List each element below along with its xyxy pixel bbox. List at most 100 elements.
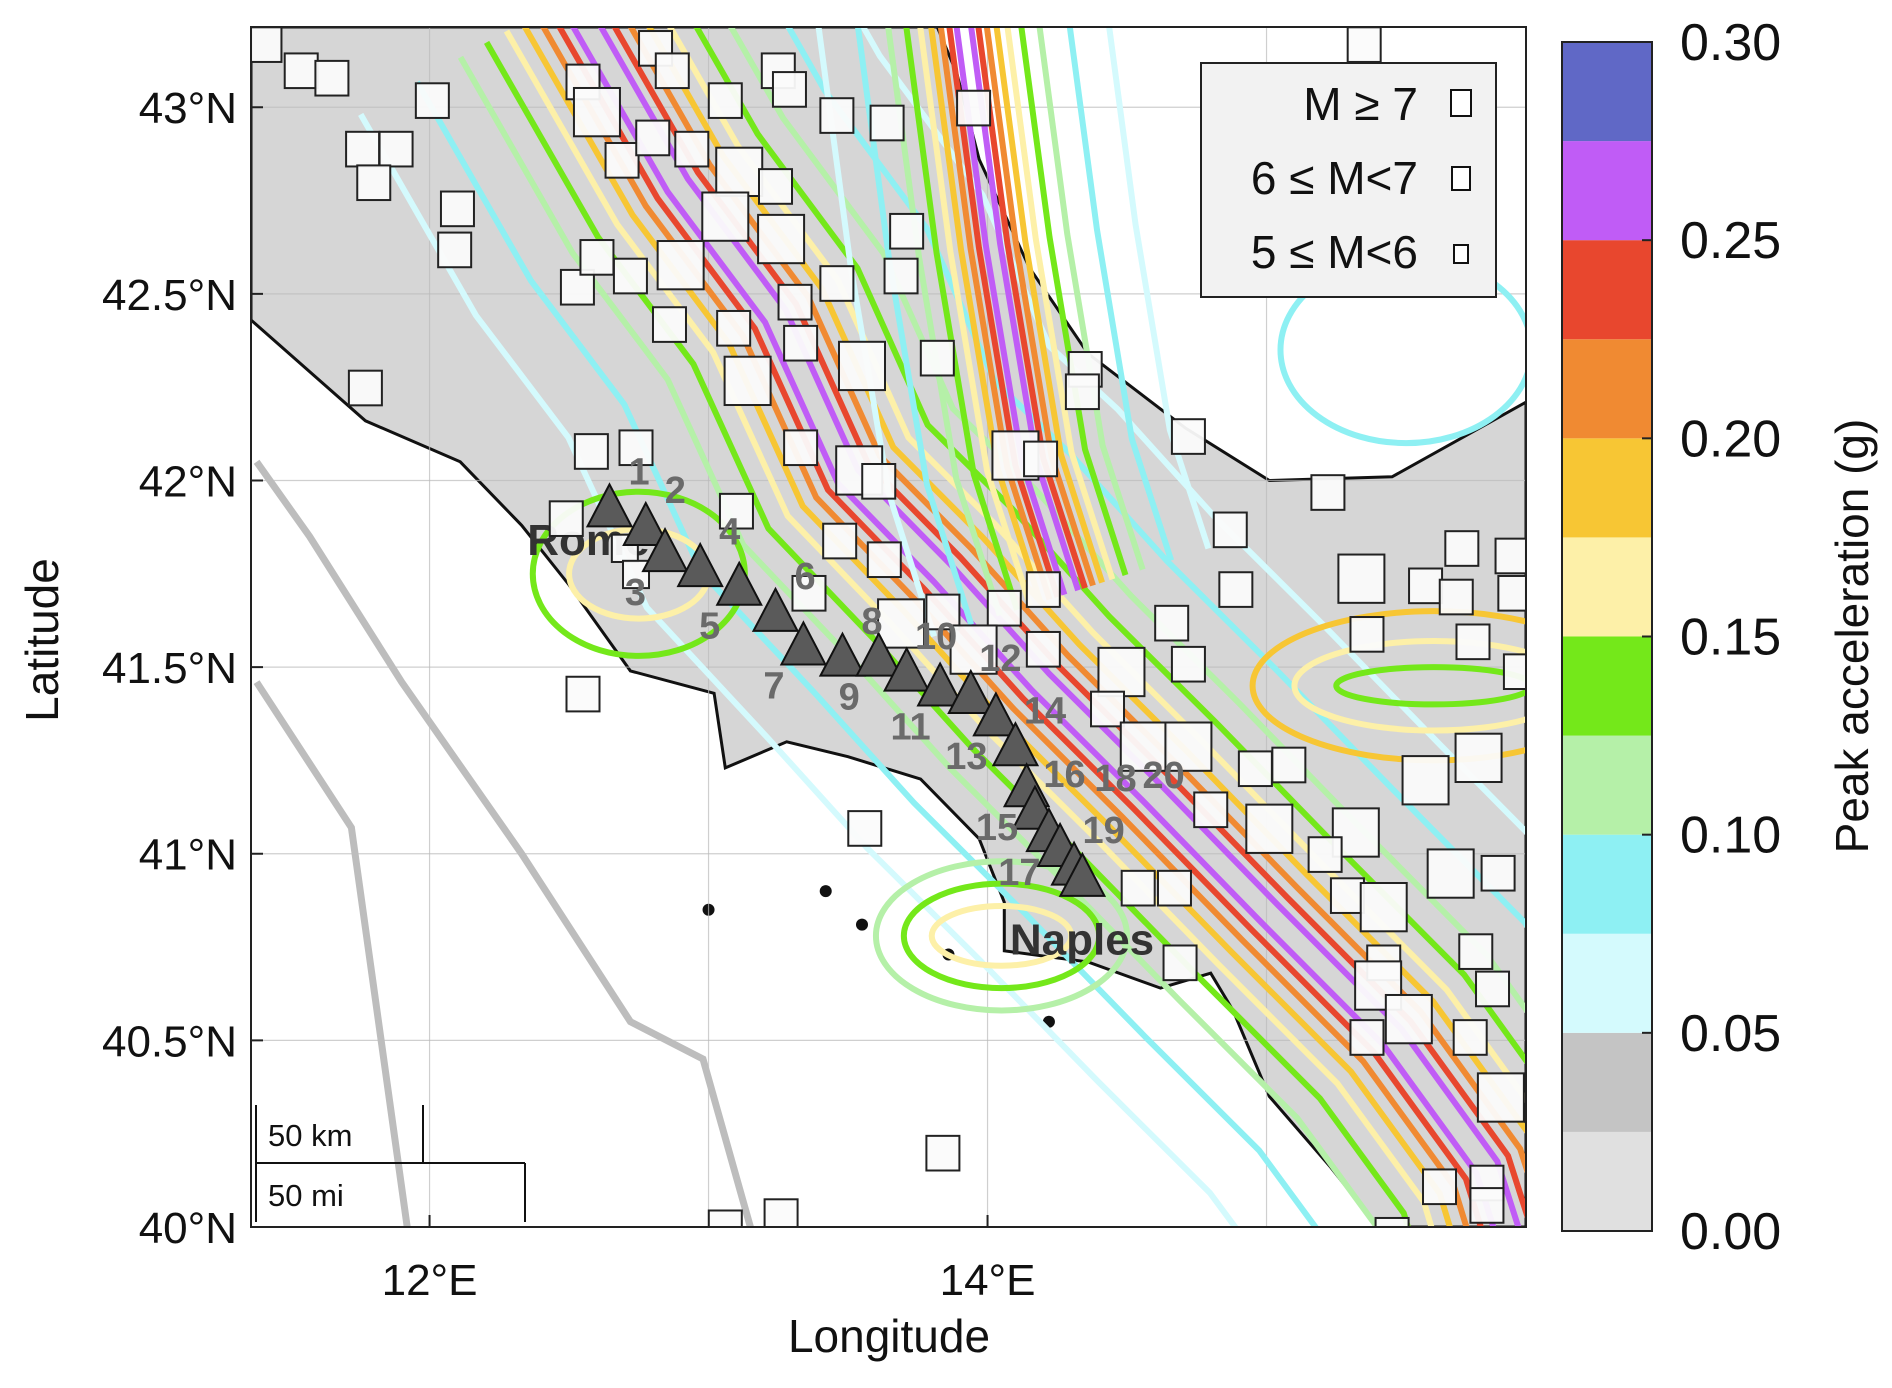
earthquake-marker <box>314 59 350 97</box>
colorbar-band <box>1562 1032 1652 1132</box>
earthquake-marker <box>1212 511 1248 549</box>
contour-line <box>597 27 1522 1227</box>
earthquake-marker <box>861 462 897 500</box>
contour-line <box>928 27 1044 604</box>
station-label: 19 <box>1082 810 1124 852</box>
earthquake-marker <box>1455 623 1491 661</box>
contour-line <box>414 80 1320 1227</box>
station-triangle <box>991 721 1040 767</box>
earthquake-marker <box>651 306 687 343</box>
island <box>819 885 832 898</box>
colorbar-band <box>1562 933 1652 1033</box>
earthquake-marker <box>1064 373 1100 411</box>
station-label: 1 <box>629 452 650 494</box>
earthquake-marker <box>654 52 690 90</box>
contour-line <box>1018 27 1129 577</box>
contour-line <box>937 27 1053 601</box>
axis-ticks: 12°E 14°E40°N40.5°N41°N41.5°N42°N42.5°N43… <box>102 84 1036 1305</box>
earthquake-marker <box>869 104 905 142</box>
earthquake-marker <box>1497 574 1526 612</box>
y-tick-label: 41°N <box>139 831 237 880</box>
earthquake-marker <box>1374 1216 1410 1227</box>
earthquake-marker <box>283 52 319 90</box>
y-tick-label: 41.5°N <box>102 644 237 693</box>
station-triangle <box>779 620 828 666</box>
station-triangle <box>641 526 689 573</box>
earthquake-marker <box>674 130 710 168</box>
earthquake-marker <box>877 598 926 649</box>
colorbar-tick-label: 0.25 <box>1680 212 1781 270</box>
island <box>855 918 868 931</box>
contour-loop <box>900 880 1103 992</box>
contour-line <box>556 27 1484 1227</box>
earthquake-marker <box>1384 993 1433 1045</box>
earthquake-marker <box>604 142 640 179</box>
earthquake-marker <box>1426 848 1475 899</box>
station-label: 13 <box>945 736 987 778</box>
earthquake-marker <box>1401 755 1450 806</box>
earthquake-marker <box>819 265 855 302</box>
colorbar-tick-label: 0.05 <box>1680 1005 1781 1063</box>
station-label: 15 <box>976 807 1018 849</box>
colorbar-tick-label: 0.00 <box>1680 1203 1781 1261</box>
contour-line <box>785 27 1526 930</box>
earthquake-marker <box>251 27 283 63</box>
colorbar-band <box>1562 438 1652 538</box>
earthquake-marker <box>889 212 925 250</box>
y-tick-label: 40°N <box>139 1204 237 1253</box>
earthquake-marker <box>548 500 584 537</box>
y-tick-label: 40.5°N <box>102 1017 237 1066</box>
station-triangle <box>916 661 964 707</box>
station-label: 12 <box>979 638 1021 680</box>
earthquake-marker <box>437 231 473 269</box>
contour-line <box>1066 27 1175 562</box>
earthquake-marker <box>1346 27 1382 63</box>
earthquake-marker <box>1154 604 1190 642</box>
earthquake-marker <box>1329 877 1365 914</box>
earthquake-marker <box>618 429 654 467</box>
contour-line <box>1036 27 1146 571</box>
earthquake-marker <box>439 190 475 228</box>
earthquake-marker <box>1271 746 1307 784</box>
earthquake-marker <box>345 130 381 168</box>
station-triangle <box>715 560 763 606</box>
contour-loop <box>1333 664 1526 708</box>
legend: M ≥ 7 6 ≤ M<7 5 ≤ M<6 <box>1200 62 1497 298</box>
earthquake-marker <box>1408 567 1444 605</box>
earthquake-marker <box>1025 571 1061 608</box>
station-triangle <box>585 482 634 528</box>
earthquake-marker <box>1120 869 1156 907</box>
earthquake-markers <box>251 27 1526 1227</box>
y-tick-label: 43°N <box>139 84 237 133</box>
station-label: 5 <box>699 606 720 648</box>
earthquake-marker <box>819 97 855 134</box>
colorbar-band <box>1562 834 1652 934</box>
colorbar-tick-label: 0.10 <box>1680 807 1781 865</box>
colorbar-band <box>1562 339 1652 439</box>
station-triangle <box>972 691 1020 737</box>
station-triangle <box>882 646 931 692</box>
station-label: 11 <box>891 706 931 748</box>
contour-line <box>540 27 1470 1227</box>
earthquake-marker <box>1156 869 1192 907</box>
contour-loop <box>928 903 1075 969</box>
earthquake-marker <box>925 1134 961 1172</box>
station-label: 20 <box>1143 755 1185 797</box>
contour-line <box>1106 27 1212 550</box>
earthquake-marker <box>1476 1072 1525 1123</box>
legend-label-m5: 5 ≤ M<6 <box>1251 226 1418 278</box>
earthquake-marker <box>986 589 1022 627</box>
contour-line <box>693 27 1526 1066</box>
earthquake-marker <box>718 492 754 530</box>
earthquake-marker <box>715 146 764 198</box>
earthquake-marker <box>1237 750 1273 788</box>
earthquake-marker <box>1454 732 1503 784</box>
earthquake-marker <box>656 240 705 291</box>
colorbar: 0.00 0.05 0.10 0.15 0.20 0.25 0.30 <box>1561 14 1781 1261</box>
earthquake-marker <box>1218 571 1254 608</box>
legend-label-m6: 6 ≤ M<7 <box>1251 152 1418 204</box>
station-triangle <box>855 631 903 677</box>
earthquake-marker <box>701 191 750 242</box>
y-tick-label: 42.5°N <box>102 271 237 320</box>
